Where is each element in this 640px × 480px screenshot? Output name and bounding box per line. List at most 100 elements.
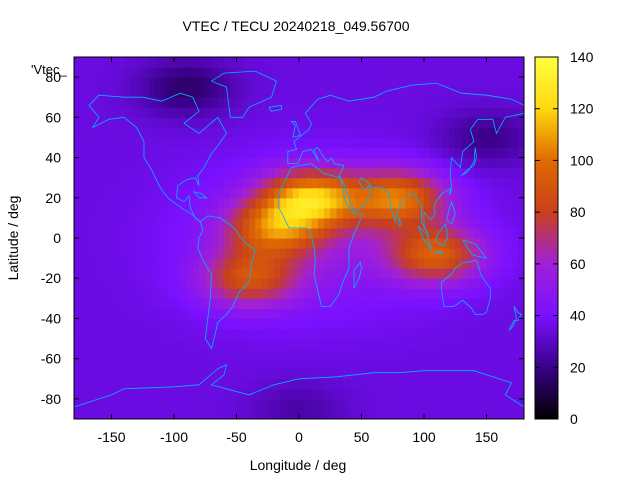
heatmap-cell	[105, 227, 113, 239]
heatmap-cell	[380, 298, 388, 309]
heatmap-cell	[411, 207, 419, 219]
heatmap-cell	[292, 67, 300, 78]
heatmap-cell	[124, 358, 131, 370]
heatmap-cell	[336, 258, 344, 269]
heatmap-cell	[92, 87, 100, 98]
heatmap-cell	[174, 67, 181, 78]
heatmap-cell	[355, 328, 363, 340]
heatmap-cell	[267, 388, 275, 400]
heatmap-cell	[286, 388, 294, 400]
heatmap-cell	[199, 227, 206, 239]
heatmap-cell	[467, 87, 475, 98]
heatmap-cell	[286, 258, 294, 269]
heatmap-cell	[505, 328, 513, 340]
heatmap-cell	[99, 67, 106, 78]
heatmap-cell	[367, 77, 375, 88]
heatmap-cell	[74, 147, 81, 159]
heatmap-cell	[411, 167, 419, 179]
heatmap-cell	[117, 238, 125, 249]
heatmap-cell	[380, 238, 388, 249]
heatmap-cell	[242, 248, 250, 259]
heatmap-cell	[86, 298, 94, 309]
heatmap-cell	[192, 227, 200, 239]
heatmap-cell	[399, 358, 406, 370]
heatmap-cell	[330, 67, 338, 78]
heatmap-cell	[299, 398, 306, 410]
heatmap-cell	[336, 318, 344, 330]
heatmap-cell	[436, 207, 444, 219]
heatmap-cell	[336, 227, 344, 239]
heatmap-cell	[192, 408, 200, 419]
heatmap-cell	[286, 177, 294, 189]
heatmap-cell	[161, 187, 169, 199]
heatmap-cell	[161, 308, 169, 320]
heatmap-cell	[130, 157, 138, 169]
heatmap-cell	[517, 177, 524, 189]
heatmap-cell	[255, 217, 263, 229]
heatmap-cell	[74, 238, 81, 249]
heatmap-cell	[230, 328, 238, 340]
heatmap-cell	[249, 207, 256, 219]
heatmap-cell	[305, 117, 313, 128]
heatmap-cell	[261, 87, 269, 98]
heatmap-cell	[442, 187, 450, 199]
heatmap-cell	[342, 268, 350, 279]
heatmap-cell	[342, 328, 350, 340]
heatmap-cell	[499, 338, 506, 350]
heatmap-cell	[105, 157, 113, 169]
heatmap-cell	[467, 288, 475, 299]
heatmap-cell	[92, 97, 100, 108]
heatmap-cell	[211, 217, 219, 229]
heatmap-cell	[436, 227, 444, 239]
heatmap-cell	[392, 348, 400, 360]
heatmap-cell	[186, 248, 194, 259]
heatmap-cell	[124, 308, 131, 320]
heatmap-cell	[505, 67, 513, 78]
heatmap-cell	[161, 87, 169, 98]
heatmap-cell	[349, 217, 356, 229]
heatmap-cell	[180, 308, 188, 320]
heatmap-cell	[255, 207, 263, 219]
heatmap-cell	[430, 127, 438, 139]
heatmap-cell	[480, 358, 488, 370]
heatmap-cell	[236, 197, 244, 209]
heatmap-cell	[249, 197, 256, 209]
x-tick-label: -150	[97, 429, 125, 445]
heatmap-cell	[267, 127, 275, 139]
heatmap-cell	[505, 177, 513, 189]
heatmap-cell	[424, 107, 431, 118]
heatmap-cell	[117, 328, 125, 340]
heatmap-cell	[299, 348, 306, 360]
heatmap-cell	[192, 278, 200, 289]
heatmap-cell	[105, 398, 113, 410]
heatmap-cell	[349, 67, 356, 78]
heatmap-cell	[461, 157, 469, 169]
heatmap-cell	[317, 77, 325, 88]
heatmap-cell	[374, 288, 381, 299]
heatmap-cell	[124, 57, 131, 68]
heatmap-cell	[517, 137, 524, 149]
heatmap-cell	[455, 57, 463, 68]
heatmap-cell	[142, 268, 150, 279]
heatmap-cell	[161, 137, 169, 149]
heatmap-cell	[211, 117, 219, 128]
heatmap-cell	[380, 157, 388, 169]
heatmap-cell	[211, 167, 219, 179]
heatmap-cell	[380, 408, 388, 419]
heatmap-cell	[449, 217, 456, 229]
heatmap-cell	[86, 248, 94, 259]
heatmap-cell	[99, 268, 106, 279]
heatmap-cell	[430, 338, 438, 350]
heatmap-cell	[449, 348, 456, 360]
heatmap-cell	[474, 87, 481, 98]
heatmap-cell	[374, 57, 381, 68]
heatmap-cell	[305, 197, 313, 209]
coastline-path	[508, 306, 523, 331]
heatmap-cell	[192, 348, 200, 360]
heatmap-cell	[361, 117, 369, 128]
heatmap-cell	[161, 107, 169, 118]
heatmap-cell	[242, 137, 250, 149]
heatmap-cell	[442, 368, 450, 380]
heatmap-cell	[324, 67, 331, 78]
